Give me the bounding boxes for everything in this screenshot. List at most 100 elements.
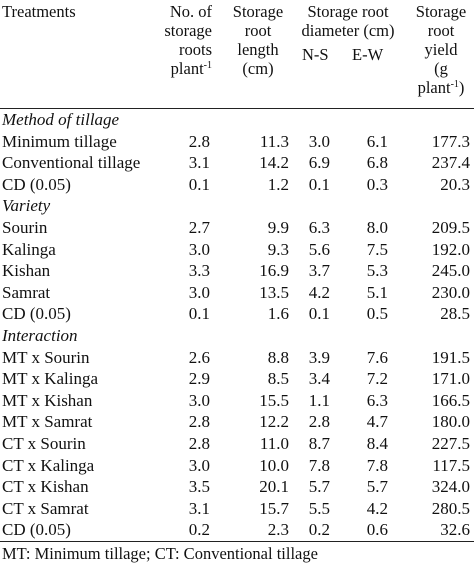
bottom-rule (0, 541, 474, 542)
table-cell: 4.7 (366, 412, 388, 432)
row-label: Kalinga (2, 239, 56, 259)
table-row: Sourin 2.7 9.9 6.3 8.0 209.5 (0, 217, 474, 239)
header-ew: E-W (352, 45, 384, 64)
table-cell: 5.3 (366, 261, 388, 281)
header-length: Storage root length (cm) (222, 2, 294, 78)
table-row: CT x Sourin 2.8 11.0 8.7 8.4 227.5 (0, 433, 474, 455)
table-cell: 11.3 (259, 131, 289, 151)
table-cell: 6.8 (366, 153, 388, 173)
row-label: MT x Samrat (2, 412, 93, 432)
table-cell: 5.6 (308, 239, 330, 259)
table-row: Samrat 3.0 13.5 4.2 5.1 230.0 (0, 282, 474, 304)
table-cell: 10.0 (259, 455, 289, 475)
table-cell: 117.5 (432, 455, 470, 475)
table-row: Kishan 3.3 16.9 3.7 5.3 245.0 (0, 260, 474, 282)
table-cell: 2.8 (188, 131, 210, 151)
table-row: CD (0.05) 0.1 1.6 0.1 0.5 28.5 (0, 303, 474, 325)
header-yield-line: root (427, 21, 455, 40)
table-cell: 2.8 (188, 412, 210, 432)
section-label: Variety (2, 196, 51, 216)
section-row: Method of tillage (0, 109, 474, 131)
table-cell: 3.1 (188, 153, 210, 173)
table-cell: 324.0 (431, 477, 470, 497)
header-rule (0, 108, 474, 109)
table-cell: 237.4 (431, 153, 470, 173)
table-row: MT x Kishan 3.0 15.5 1.1 6.3 166.5 (0, 390, 474, 412)
table-cell: 9.3 (267, 239, 289, 259)
row-label: CT x Samrat (2, 498, 89, 518)
table-cell: 180.0 (431, 412, 470, 432)
table-cell: 6.1 (366, 131, 388, 151)
header-num-roots: No. of storage roots plant-1 (140, 2, 212, 78)
table-cell: 3.3 (188, 261, 210, 281)
section-label: Interaction (2, 326, 78, 345)
table-cell: 227.5 (431, 434, 470, 453)
section-row: Interaction (0, 325, 474, 347)
table-cell: 2.8 (308, 412, 330, 432)
row-label: Samrat (2, 282, 51, 302)
table-cell: 3.0 (308, 131, 330, 151)
table-cell: 2.6 (188, 347, 210, 367)
table-cell: 209.5 (431, 218, 470, 237)
table-cell: 8.5 (267, 369, 289, 389)
header-num-roots-line: No. of (169, 2, 212, 21)
table-cell: 8.0 (366, 218, 388, 237)
table-cell: 1.1 (308, 390, 330, 410)
table-cell: 16.9 (259, 261, 289, 281)
table-cell: 8.7 (308, 434, 330, 453)
table-cell: 3.0 (188, 455, 210, 475)
table-cell: 0.1 (188, 174, 210, 194)
table-cell: 0.1 (308, 304, 330, 324)
table-cell: 0.1 (308, 174, 330, 194)
header-ns: N-S (302, 45, 329, 64)
table-cell: 20.3 (440, 174, 470, 194)
table-cell: 4.2 (308, 282, 330, 302)
table-cell: 1.6 (267, 304, 289, 324)
header-yield-line: Storage (415, 2, 467, 21)
table-cell: 166.5 (431, 390, 470, 410)
row-label: CD (0.05) (2, 304, 71, 324)
table-cell: 192.0 (431, 239, 470, 259)
table-cell: 3.0 (188, 239, 210, 259)
table-row: CD (0.05) 0.2 2.3 0.2 0.6 32.6 (0, 519, 474, 541)
table-cell: 3.0 (188, 390, 210, 410)
table-cell: 0.6 (366, 520, 388, 540)
header-diameter-line: diameter (cm) (301, 21, 395, 40)
table-cell: 0.2 (188, 520, 210, 540)
table-cell: 230.0 (431, 282, 470, 302)
header-length-line: (cm) (242, 59, 274, 78)
row-label: MT x Sourin (2, 347, 90, 367)
table-cell: 7.6 (366, 347, 388, 367)
table-cell: 5.7 (366, 477, 388, 497)
table-cell: 7.8 (366, 455, 388, 475)
superscript: -1 (203, 60, 212, 71)
table-cell: 1.2 (267, 174, 289, 194)
header-num-roots-line: plant-1 (170, 59, 212, 78)
table-row: Minimum tillage 2.8 11.3 3.0 6.1 177.3 (0, 131, 474, 153)
header-length-line: Storage (232, 2, 284, 21)
header-diameter: Storage root diameter (cm) (290, 2, 406, 40)
header-yield-line: (g (434, 59, 448, 78)
table-row: CT x Kishan 3.5 20.1 5.7 5.7 324.0 (0, 476, 474, 498)
row-label: CT x Kishan (2, 477, 89, 497)
table-cell: 0.3 (366, 174, 388, 194)
row-label: CD (0.05) (2, 174, 71, 194)
table-cell: 3.5 (188, 477, 210, 497)
row-label: CD (0.05) (2, 520, 71, 540)
table-cell: 5.1 (366, 282, 388, 302)
row-label: Conventional tillage (2, 153, 141, 173)
row-label: MT x Kishan (2, 390, 93, 410)
superscript: -1 (450, 79, 459, 90)
row-label: CT x Kalinga (2, 455, 95, 475)
row-label: Sourin (2, 218, 48, 237)
table-cell: 8.8 (267, 347, 289, 367)
section-label: Method of tillage (2, 110, 120, 129)
section-row: Variety (0, 195, 474, 217)
table-cell: 177.3 (431, 131, 470, 151)
header-diameter-line: Storage root (307, 2, 389, 21)
table-cell: 4.2 (366, 498, 388, 518)
header-num-roots-line: storage (164, 21, 212, 40)
table-cell: 8.4 (366, 434, 388, 453)
header-treatments: Treatments (2, 2, 76, 21)
row-label: Minimum tillage (2, 131, 117, 151)
